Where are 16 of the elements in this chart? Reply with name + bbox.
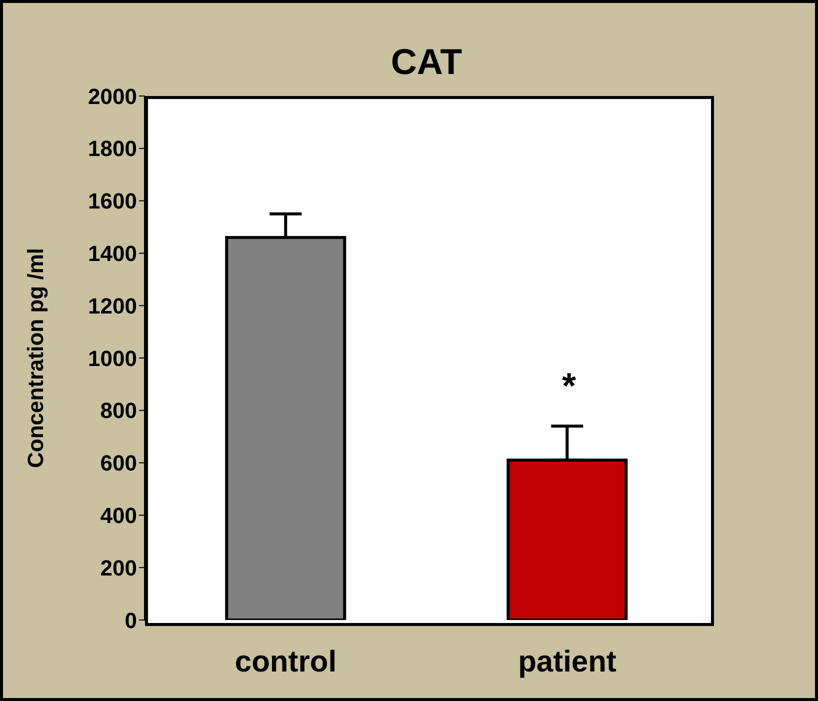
x-tick-label: patient: [518, 645, 616, 678]
chart-title: CAT: [390, 41, 464, 83]
y-tick-label: 800: [100, 398, 137, 424]
y-tick-label: 1200: [88, 293, 137, 318]
y-tick-label: 200: [100, 555, 137, 580]
annotation: *: [560, 365, 577, 407]
y-tick-label: 600: [100, 450, 137, 476]
y-tick-label: 1000: [88, 346, 137, 371]
y-axis-title: Concentration pg /ml: [22, 248, 48, 468]
y-tick-label: 400: [100, 503, 137, 528]
x-tick-label: control: [234, 645, 337, 678]
y-tick-label: 1800: [88, 136, 137, 162]
y-tick-label: 1400: [88, 241, 137, 266]
y-tick-label: 2000: [88, 84, 137, 109]
y-tick-label: 0: [124, 608, 137, 633]
y-tick-label: 1600: [88, 188, 137, 214]
